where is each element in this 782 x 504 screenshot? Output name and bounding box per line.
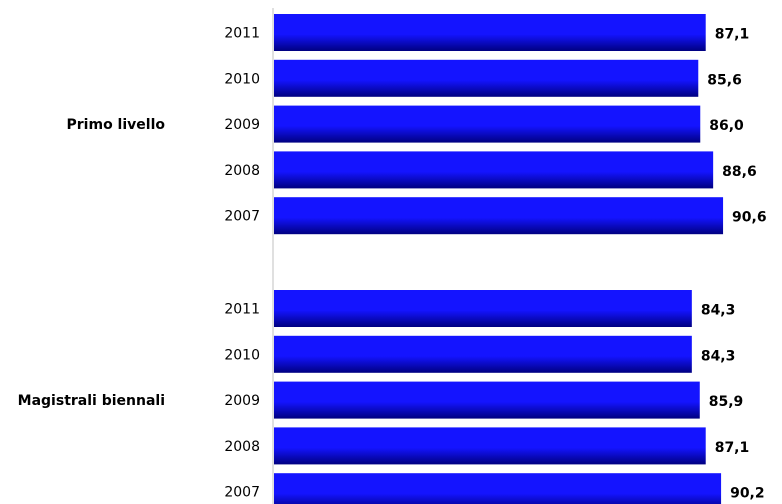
bar xyxy=(274,381,700,419)
data-label: 86,0 xyxy=(709,118,744,134)
data-label: 90,2 xyxy=(730,486,765,502)
bar xyxy=(274,473,722,504)
group-label: Primo livello xyxy=(67,117,166,133)
bar-group: Magistrali biennali 2011 84,3 2010 84,3 2009 8… xyxy=(18,290,765,504)
tick-label: 2010 xyxy=(224,71,260,87)
tick-label: 2008 xyxy=(224,439,260,455)
data-label: 84,3 xyxy=(701,348,736,364)
bar xyxy=(274,197,724,235)
bar xyxy=(274,151,714,189)
data-label: 88,6 xyxy=(722,164,757,180)
data-label: 87,1 xyxy=(715,440,750,456)
data-label: 87,1 xyxy=(715,27,750,43)
bar xyxy=(274,427,706,465)
bar xyxy=(274,59,699,97)
tick-label: 2008 xyxy=(224,163,260,179)
group-label: Magistrali biennali xyxy=(18,393,165,409)
bar xyxy=(274,290,692,327)
bar xyxy=(274,105,701,143)
bar xyxy=(274,335,692,373)
tick-label: 2009 xyxy=(224,117,260,133)
tick-label: 2007 xyxy=(224,209,260,225)
tick-label: 2007 xyxy=(224,485,260,501)
data-label: 85,9 xyxy=(709,394,744,410)
bar xyxy=(274,14,706,51)
plot-area: Primo livello 2011 87,1 2010 85,6 2009 86,0 200… xyxy=(18,8,767,504)
tick-label: 2011 xyxy=(224,302,260,318)
tick-label: 2009 xyxy=(224,393,260,409)
tick-label: 2011 xyxy=(224,26,260,42)
tick-label: 2010 xyxy=(224,347,260,363)
data-label: 90,6 xyxy=(732,210,767,226)
data-label: 85,6 xyxy=(707,72,742,88)
bar-group: Primo livello 2011 87,1 2010 85,6 2009 86,0 200… xyxy=(67,14,767,235)
data-label: 84,3 xyxy=(701,303,736,319)
